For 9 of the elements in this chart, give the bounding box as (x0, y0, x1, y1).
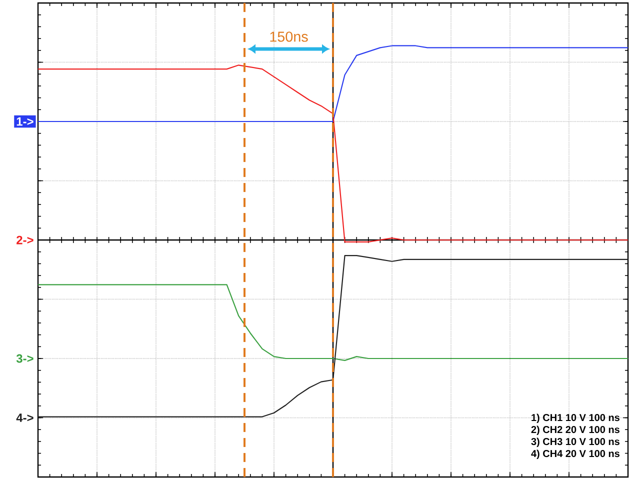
text: 2) CH2 20 V 100 ns (531, 426, 620, 436)
text: 2-> (16, 236, 34, 244)
text: 3-> (16, 354, 34, 363)
text: 1-> (16, 117, 34, 126)
text: 3) CH3 10 V 100 ns (531, 438, 620, 448)
text: 4) CH4 20 V 100 ns (531, 450, 620, 460)
annotation: 1) CH1 10 V 100 ns (532, 414, 620, 424)
text: 4-> (16, 414, 34, 422)
text: 150ns (270, 32, 308, 42)
